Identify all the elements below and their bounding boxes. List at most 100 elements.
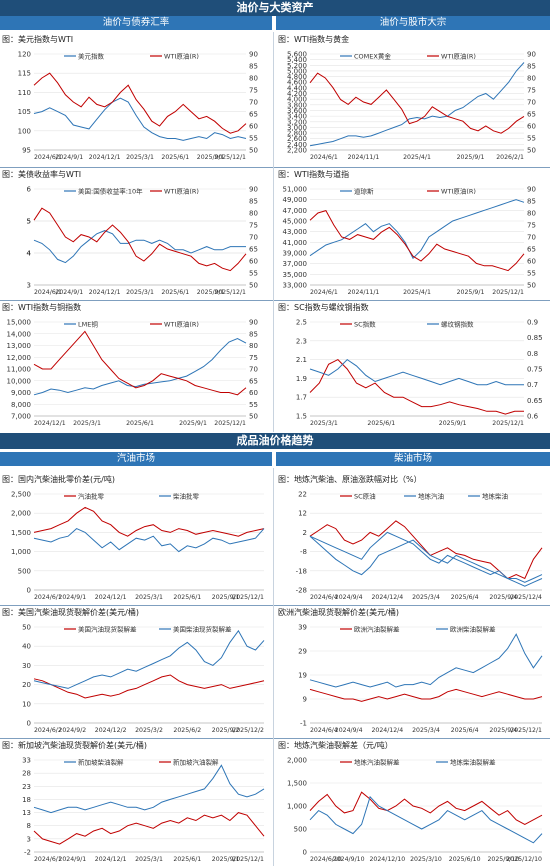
legend-label: COMEX黄金 [354, 52, 391, 61]
chart-panel: 图：美国汽柴油现货裂解价差(美元/桶) 0 10 20 30 40 50 2024/6/2 2… [0, 607, 272, 737]
y-right-tick-label: 90 [249, 319, 258, 327]
series-line [309, 199, 525, 260]
y-right-tick-label: 65 [249, 246, 258, 254]
y-tick-label: 14,000 [7, 330, 32, 338]
x-tick-label: 2024/6/1 [310, 154, 338, 161]
x-tick-label: 2024/6/10 [310, 856, 342, 863]
y-tick-label: 37,000 [283, 260, 308, 268]
x-tick-label: 2025/12/10 [506, 856, 542, 863]
y-tick-label: 2,000 [11, 510, 31, 518]
row-divider [0, 738, 550, 739]
legend-label: WTI原油(R) [164, 320, 199, 329]
x-tick-label: 2025/9/2 [212, 727, 240, 734]
x-tick-label: 2025/12/1 [492, 289, 524, 296]
series-line [309, 791, 543, 825]
series-line [309, 795, 543, 844]
x-tick-label: 2025/3/2 [135, 727, 163, 734]
chart-panel: 图：地炼汽柴油、原油涨跌幅对比（%） -28 -18 -8 2 12 22 2024/6/4… [276, 474, 550, 604]
x-tick-label: 2025/12/1 [214, 154, 246, 161]
y-tick-label: 8 [27, 822, 31, 830]
y-right-tick-label: 0.7 [527, 381, 538, 389]
series-line [309, 358, 524, 386]
x-tick-label: 2025/3/1 [126, 289, 154, 296]
series-line [309, 535, 543, 583]
y-tick-label: 47,000 [283, 207, 308, 215]
y-tick-label: 30 [22, 662, 31, 670]
y-right-tick-label: 55 [249, 401, 258, 409]
series-line [33, 629, 265, 689]
y-right-tick-label: 70 [527, 234, 536, 242]
x-tick-label: 2025/9/1 [197, 289, 225, 296]
legend-label: LME铜 [78, 320, 98, 329]
y-tick-label: 2 [303, 529, 307, 537]
series-line [33, 97, 247, 141]
y-right-tick-label: 85 [249, 330, 258, 338]
y-tick-label: 3,400 [287, 113, 307, 121]
x-tick-label: 2025/12/1 [510, 727, 542, 734]
x-tick-label: 2025/12/1 [232, 856, 264, 863]
legend-label: 道琼斯 [354, 187, 374, 196]
y-tick-label: 4 [27, 250, 32, 258]
x-tick-label: 2025/9/1 [179, 420, 207, 427]
y-tick-label: 43,000 [283, 228, 308, 236]
x-tick-label: 2025/12/2 [232, 727, 264, 734]
y-right-tick-label: 55 [527, 135, 536, 143]
y-right-tick-label: 65 [527, 111, 536, 119]
y-right-tick-label: 90 [527, 186, 536, 194]
chart-title: 图：地炼汽柴油、原油涨跌幅对比（%） [278, 475, 422, 484]
y-tick-label: 5 [27, 218, 31, 226]
y-tick-label: 1.5 [296, 413, 307, 421]
series-line [309, 358, 524, 415]
y-tick-label: -1 [300, 720, 307, 728]
y-tick-label: 3,200 [287, 118, 307, 126]
y-tick-label: 5,600 [287, 51, 307, 59]
x-tick-label: 2024/9/4 [335, 594, 363, 601]
x-tick-label: 2025/6/10 [449, 856, 481, 863]
y-tick-label: 33,000 [283, 282, 308, 290]
y-tick-label: 49,000 [283, 196, 308, 204]
y-tick-label: 33 [22, 757, 31, 765]
legend-label: 柴油批零 [173, 492, 200, 501]
y-tick-label: 1,000 [287, 803, 307, 811]
chart-title: 图：国内汽柴油批零价差(元/吨) [2, 475, 115, 484]
legend-label: WTI原油(R) [164, 52, 199, 61]
legend-label: WTI原油(R) [441, 187, 476, 196]
y-tick-label: 4,000 [287, 96, 307, 104]
top-right-subtitle: 油价与股市大宗 [276, 16, 550, 30]
series-line [33, 72, 247, 134]
chart-dow-wti: 33,000 35,000 37,000 39,000 41,000 43,000 45,0… [283, 186, 536, 297]
x-tick-label: 2025/6/1 [161, 289, 189, 296]
x-tick-label: 2024/12/2 [95, 727, 127, 734]
legend-label: 美元指数 [78, 52, 105, 61]
x-tick-label: 2025/3/1 [135, 856, 163, 863]
legend-label: 欧洲汽油裂解差 [354, 625, 400, 634]
y-right-tick-label: 50 [527, 147, 536, 155]
x-tick-label: 2024/6/1 [34, 856, 62, 863]
x-tick-label: 2025/9/1 [457, 289, 485, 296]
series-line [309, 72, 525, 134]
y-right-tick-label: 0.6 [527, 413, 539, 421]
legend-label: SC原油 [354, 492, 376, 501]
y-tick-label: 2,000 [287, 757, 307, 765]
y-tick-label: 3,000 [287, 124, 307, 132]
y-right-tick-label: 0.85 [527, 334, 543, 342]
y-right-tick-label: 90 [249, 186, 258, 194]
y-right-tick-label: 55 [527, 270, 536, 278]
y-right-tick-label: 55 [249, 135, 258, 143]
chart-panel: 图：美元指数与WTI 95 100 105 110 115 120 50 55 60 65 70 75… [0, 34, 272, 164]
y-tick-label: 2,500 [11, 491, 31, 499]
x-tick-label: 2024/9/4 [335, 727, 363, 734]
chart-panel: 图：国内汽柴油批零价差(元/吨) 0 500 1,000 1,500 2,000 2,50… [0, 474, 272, 604]
bottom-section-title: 成品油价格趋势 [0, 433, 550, 449]
y-right-tick-label: 0.75 [527, 366, 543, 374]
y-tick-label: 5,200 [287, 62, 307, 70]
chart-title: 图：新加坡汽柴油现货裂解价差(美元/桶) [2, 741, 147, 750]
y-right-tick-label: 80 [249, 75, 258, 83]
y-tick-label: 6 [27, 186, 32, 194]
chart-copper-wti: 7,000 8,000 9,000 10,000 11,000 12,000 13,000 1… [7, 319, 258, 428]
chart-panel: 图：SC指数与螺纹钢指数 1.5 1.7 1.9 2.1 2.3 2.5 0.6 0.65 0.… [276, 302, 550, 430]
y-tick-label: 9 [303, 696, 307, 704]
x-tick-label: 2024/12/1 [34, 420, 66, 427]
